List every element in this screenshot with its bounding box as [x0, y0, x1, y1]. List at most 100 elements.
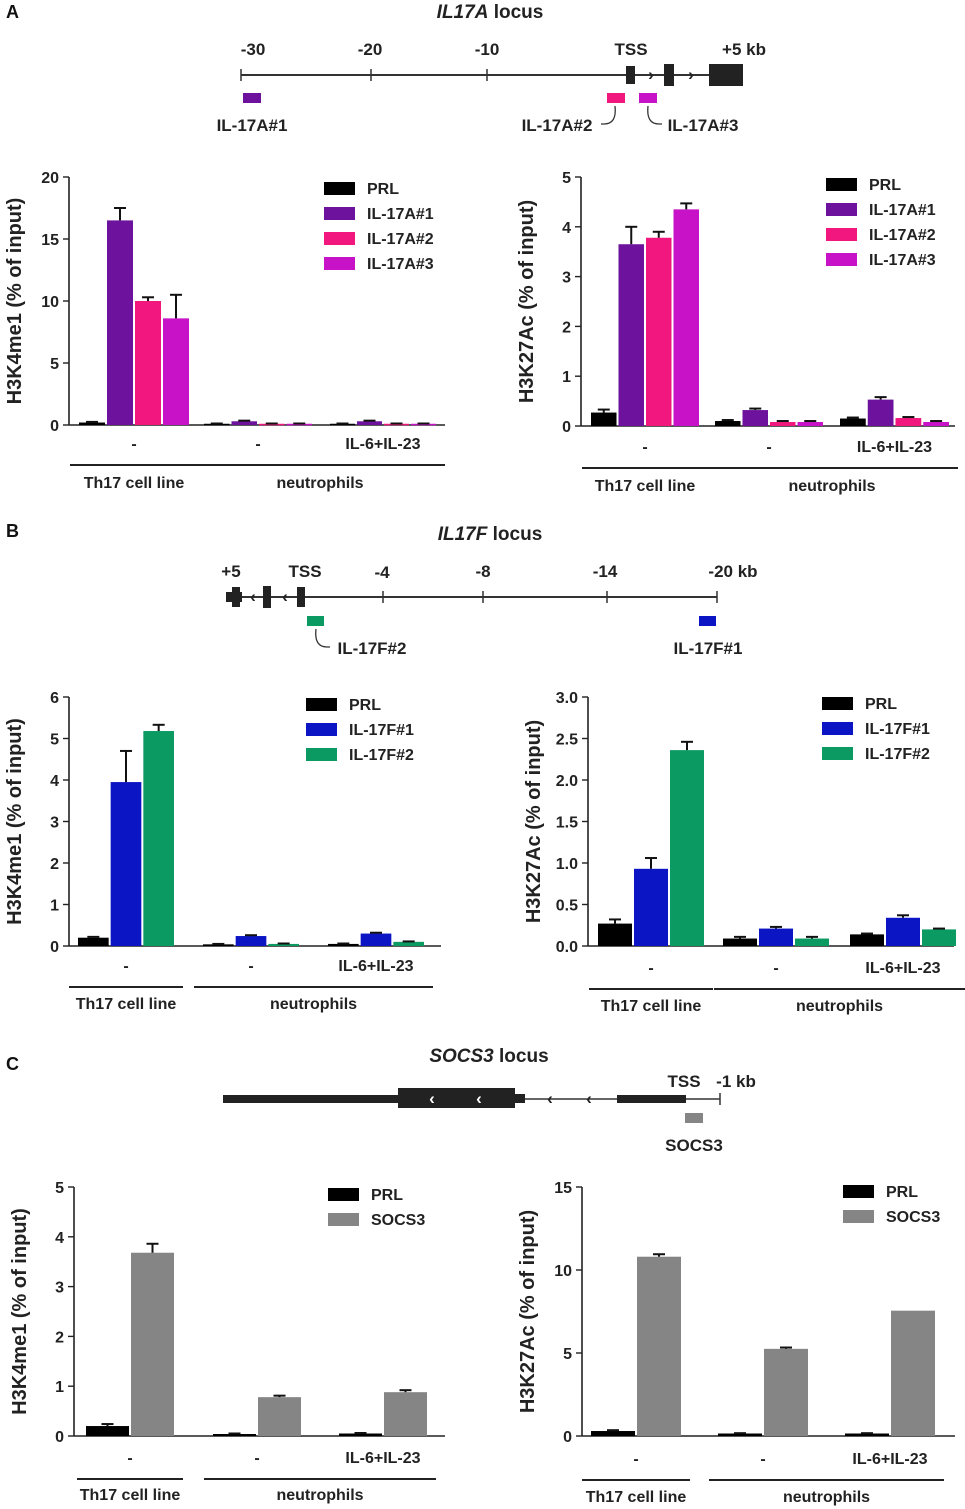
y-tick-label: 2 — [50, 856, 59, 873]
legend-label: SOCS3 — [371, 1212, 425, 1229]
group-label: Th17 cell line — [80, 1487, 181, 1504]
legend-swatch — [843, 1210, 874, 1223]
chart-C-H3K4me1: 0 1 2 3 4 5 H3K4me1 (% of input) - - IL-6+IL-23 Th… — [9, 1180, 445, 1504]
locus-tick-label: -30 — [241, 40, 266, 59]
legend-label: IL-17A#1 — [367, 206, 434, 223]
y-tick-label: 5 — [563, 1346, 572, 1363]
legend-swatch — [324, 207, 355, 220]
probe-IL-17F#2 — [307, 616, 324, 626]
legend-swatch — [306, 698, 337, 711]
chart-A-H3K4me1: 0 5 10 15 20 H3K4me1 (% of input) - - IL-6+IL-23… — [4, 170, 445, 492]
bar-PRL — [213, 1434, 256, 1436]
bar-IL-17A#2 — [646, 237, 672, 426]
panel-letter-C: C — [6, 1054, 19, 1074]
bar-IL-17F#1 — [360, 933, 392, 946]
bar-PRL — [715, 421, 741, 426]
bar-SOCS3 — [384, 1392, 427, 1436]
bar-IL-17A#3 — [673, 209, 699, 426]
group-label: neutrophils — [270, 996, 357, 1013]
probe-label: IL-17A#1 — [217, 116, 288, 135]
bar-IL-17A#1 — [107, 220, 133, 425]
bar-PRL — [79, 422, 105, 425]
strand-arrow-icon: ‹ — [476, 1089, 482, 1108]
exon-block — [626, 66, 635, 84]
x-category-label: - — [760, 1451, 765, 1468]
x-category-label: IL-6+IL-23 — [852, 1451, 927, 1468]
panel-letter-A: A — [6, 2, 19, 22]
exon-block — [515, 1094, 525, 1103]
legend-label: SOCS3 — [886, 1209, 940, 1226]
legend-swatch — [822, 747, 853, 760]
probe-label: IL-17A#3 — [668, 116, 739, 135]
probe-label: IL-17F#2 — [338, 639, 407, 658]
group-label: Th17 cell line — [601, 998, 702, 1015]
locus-tick-label: TSS — [614, 40, 647, 59]
legend-swatch — [822, 722, 853, 735]
x-category-label: - — [633, 1451, 638, 1468]
locus-suffix: locus — [488, 2, 543, 23]
locus-tick-label: +5 — [221, 562, 240, 581]
bar-SOCS3 — [131, 1252, 174, 1436]
strand-arrow-icon: ‹ — [586, 1089, 592, 1108]
y-tick-label: 0.0 — [556, 939, 578, 956]
y-tick-label: 2 — [562, 319, 571, 336]
y-axis-label: H3K27Ac (% of input) — [516, 200, 538, 403]
probe-SOCS3 — [685, 1113, 703, 1123]
locus-gene-name: SOCS3 — [429, 1046, 494, 1067]
y-tick-label: 1 — [50, 898, 59, 915]
y-axis-label: H3K27Ac (% of input) — [517, 1210, 539, 1413]
bar-IL-17A#1 — [357, 421, 382, 425]
y-axis-label: H3K27Ac (% of input) — [523, 720, 545, 923]
legend-swatch — [826, 178, 857, 191]
bar-IL-17F#2 — [795, 938, 829, 946]
bar-IL-17F#2 — [393, 941, 424, 946]
locus-title-A: IL17A locus — [437, 2, 544, 23]
bar-IL-17A#3 — [163, 318, 189, 425]
y-tick-label: 1.5 — [556, 815, 578, 832]
strand-arrow-icon: ‹ — [547, 1089, 553, 1108]
locus-title-C: SOCS3 locus — [429, 1046, 548, 1067]
legend-swatch — [843, 1185, 874, 1198]
locus-tick-label: -10 — [475, 40, 500, 59]
y-axis-label: H3K4me1 (% of input) — [4, 198, 26, 405]
y-tick-label: 5 — [50, 732, 59, 749]
bar-IL-17F#1 — [110, 782, 142, 946]
y-tick-label: 0 — [50, 418, 59, 435]
x-category-label: - — [255, 436, 260, 453]
bar-PRL — [840, 418, 866, 426]
legend-swatch — [328, 1213, 359, 1226]
probe-IL-17F#1 — [699, 616, 716, 626]
y-tick-label: 2.5 — [556, 732, 578, 749]
bar-IL-17F#2 — [922, 929, 956, 946]
group-label: Th17 cell line — [76, 996, 177, 1013]
x-category-label: - — [127, 1450, 132, 1467]
group-label: neutrophils — [788, 478, 875, 495]
bar-SOCS3 — [258, 1397, 301, 1436]
chart-B-H3K27Ac: 0.0 0.5 1.0 1.5 2.0 2.5 3.0 H3K27Ac (% of input… — [523, 690, 965, 1015]
group-label: neutrophils — [796, 998, 883, 1015]
group-label: neutrophils — [276, 1487, 363, 1504]
group-label: neutrophils — [783, 1489, 870, 1506]
bar-IL-17F#1 — [235, 936, 267, 946]
bar-IL-17F#1 — [759, 928, 793, 946]
bar-IL-17F#1 — [886, 917, 920, 946]
y-tick-label: 4 — [50, 773, 59, 790]
x-category-label: - — [766, 439, 771, 456]
y-tick-label: 20 — [41, 170, 59, 187]
locus-suffix: locus — [487, 524, 542, 545]
bar-PRL — [850, 934, 884, 946]
bar-IL-17F#1 — [634, 868, 668, 946]
legend-swatch — [328, 1188, 359, 1201]
legend-label: IL-17F#2 — [865, 746, 930, 763]
locus-title-B: IL17F locus — [438, 524, 543, 545]
strand-arrow-icon: ‹ — [250, 587, 256, 606]
x-category-label: IL-6+IL-23 — [345, 436, 420, 453]
y-tick-label: 1 — [562, 369, 571, 386]
y-tick-label: 3 — [50, 815, 59, 832]
bar-IL-17A#3 — [923, 422, 949, 426]
probe-label: IL-17F#1 — [674, 639, 743, 658]
legend-swatch — [324, 232, 355, 245]
bar-IL-17A#2 — [770, 422, 796, 426]
bar-PRL — [86, 1426, 129, 1436]
